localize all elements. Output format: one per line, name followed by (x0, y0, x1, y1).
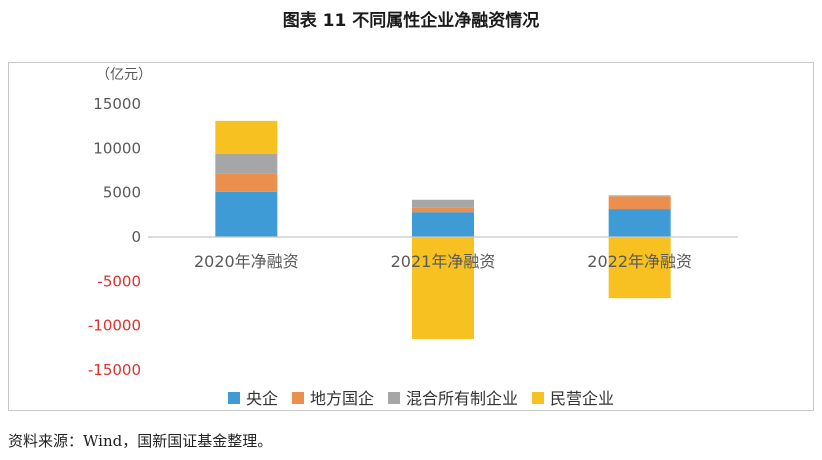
y-tick-label: -15000 (88, 361, 141, 379)
y-tick-label: 0 (131, 228, 141, 246)
y-tick-label: -10000 (88, 317, 141, 335)
y-tick-label: -5000 (97, 272, 141, 290)
bar-segment (608, 196, 671, 210)
bar-segment (608, 209, 671, 237)
legend-swatch (532, 392, 545, 404)
y-unit-label: （亿元） (96, 67, 152, 83)
legend-label: 地方国企 (310, 389, 374, 408)
bar-segment (412, 199, 474, 208)
legend-label: 混合所有制企业 (406, 389, 518, 408)
legend-swatch (388, 392, 401, 404)
bar-segment (215, 191, 278, 237)
source-note: 资料来源：Wind，国新国证基金整理。 (8, 432, 273, 450)
x-category-label: 2021年净融资 (391, 252, 496, 271)
y-tick-label: 10000 (93, 139, 141, 157)
y-tick-label: 5000 (103, 184, 141, 202)
bar-segment (215, 173, 278, 192)
legend-swatch (228, 392, 240, 404)
legend-label: 央企 (246, 389, 278, 408)
bar-segment (412, 237, 474, 339)
bar-segment (608, 237, 671, 299)
chart-frame (8, 62, 814, 411)
y-tick-label: 15000 (93, 95, 141, 113)
legend-swatch (292, 392, 305, 404)
bar-segment (412, 212, 474, 237)
bar-segment (215, 120, 278, 154)
x-category-label: 2022年净融资 (587, 252, 692, 271)
legend-label: 民营企业 (550, 389, 614, 408)
x-category-label: 2020年净融资 (194, 252, 299, 271)
bar-segment (215, 153, 278, 174)
chart-title: 图表 11 不同属性企业净融资情况 (282, 11, 540, 31)
bar-segment (412, 207, 474, 213)
bar-segment (608, 195, 671, 197)
